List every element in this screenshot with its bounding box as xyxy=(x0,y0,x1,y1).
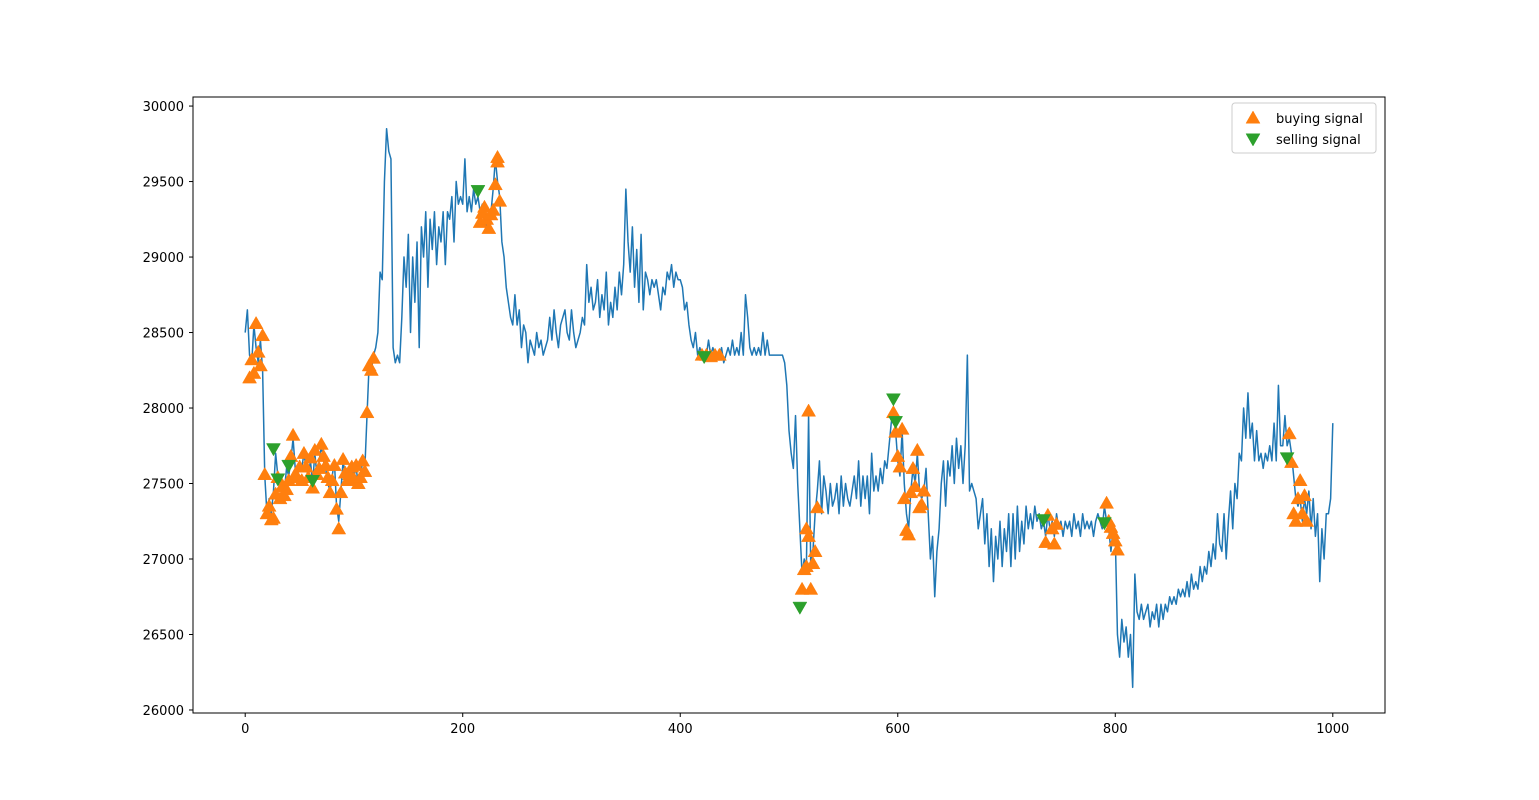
buying-signal-marker xyxy=(1281,426,1297,440)
buying-signal-marker xyxy=(303,450,318,464)
selling-signal-marker xyxy=(1279,452,1295,466)
buying-signal-marker xyxy=(809,500,825,514)
selling-signal-marker xyxy=(270,473,286,487)
buying-signal-marker xyxy=(329,501,344,515)
buying-signal-marker xyxy=(801,403,817,417)
selling-signal-marker xyxy=(470,185,486,199)
legend-label: selling signal xyxy=(1276,133,1361,148)
buying-signal-marker xyxy=(248,315,264,329)
buying-signal-marker xyxy=(890,448,906,462)
buying-signal-marker xyxy=(366,350,381,364)
y-tick-label: 27000 xyxy=(143,553,184,568)
buying-signal-marker xyxy=(1292,472,1308,486)
legend-buying-marker xyxy=(1245,110,1261,124)
selling-signal-marker xyxy=(888,416,904,430)
buying-signal-marker xyxy=(253,358,268,372)
y-tick-label: 27500 xyxy=(143,478,184,493)
buying-signal-marker xyxy=(333,485,349,499)
x-tick-label: 800 xyxy=(1103,722,1128,737)
buying-signal-marker xyxy=(324,472,340,486)
buying-signal-marker xyxy=(331,521,347,535)
buying-signal-marker xyxy=(1099,495,1115,509)
buying-signal-marker xyxy=(490,149,505,163)
selling-signal-marker xyxy=(266,443,281,457)
buying-signal-marker xyxy=(244,352,260,366)
buying-signal-marker xyxy=(279,482,294,496)
y-tick-label: 26500 xyxy=(143,628,184,643)
buying-signal-marker xyxy=(894,421,910,435)
buying-signal-marker xyxy=(487,177,503,191)
y-tick-label: 29000 xyxy=(143,251,184,266)
buying-signal-marker xyxy=(266,510,281,524)
buying-signal-marker xyxy=(916,483,932,497)
price-line xyxy=(244,127,1334,689)
buying-signal-marker xyxy=(798,559,814,573)
buying-signal-marker xyxy=(355,453,371,467)
selling-signal-marker xyxy=(696,351,712,365)
buying-signal-marker xyxy=(892,459,908,473)
buying-signal-marker xyxy=(711,347,727,361)
buying-signal-marker xyxy=(255,328,271,342)
selling-signal-marker xyxy=(305,474,321,488)
x-tick-label: 0 xyxy=(241,722,249,737)
buying-signal-marker xyxy=(246,365,262,379)
buying-signal-marker xyxy=(803,581,819,595)
buying-signal-marker xyxy=(322,485,338,499)
buying-signal-marker xyxy=(261,498,277,512)
axes-frame xyxy=(192,96,1386,714)
plot-area xyxy=(242,127,1334,689)
selling-signal-marker xyxy=(792,601,808,615)
y-tick-label: 28500 xyxy=(143,327,184,342)
buying-signal-marker xyxy=(485,202,501,216)
axes: 0 200 400 600 800 1000 26000 26500 27000 27500 280… xyxy=(143,96,1386,737)
buying-signal-marker xyxy=(335,451,351,465)
buying-signal-marker xyxy=(250,344,266,358)
buying-signal-marker xyxy=(909,442,925,456)
buying-signal-marker xyxy=(481,220,497,234)
x-tick-label: 200 xyxy=(450,722,475,737)
buying-signal-marker xyxy=(905,460,921,474)
buying-signal-marker xyxy=(1049,516,1064,530)
buying-signal-marker xyxy=(285,427,301,441)
buying-signal-marker xyxy=(313,436,329,450)
selling-signal-marker xyxy=(885,393,901,407)
buying-signal-marker xyxy=(1107,533,1123,547)
buying-signal-marker xyxy=(296,445,312,459)
y-tick-label: 26000 xyxy=(143,704,184,719)
buying-signal-marker xyxy=(477,199,492,213)
buying-signal-marker xyxy=(1046,536,1062,550)
buying-signal-marker xyxy=(298,459,314,473)
buying-signal-marker xyxy=(1110,542,1125,556)
buying-signal-marker xyxy=(907,479,923,493)
buying-signal-marker xyxy=(1299,513,1315,527)
x-tick-label: 1000 xyxy=(1316,722,1349,737)
buying-signal-marker xyxy=(801,528,817,542)
buying-signal-marker xyxy=(359,405,375,419)
selling-signal-marker xyxy=(1036,514,1051,528)
buying-signal-marker xyxy=(901,527,917,541)
buying-signal-marker xyxy=(807,543,823,557)
x-tick-label: 600 xyxy=(885,722,910,737)
legend-box xyxy=(1231,102,1377,154)
buying-signal-marker xyxy=(1297,488,1312,502)
y-tick-label: 29500 xyxy=(143,176,184,191)
legend-selling-marker xyxy=(1245,133,1261,147)
legend-label: buying signal xyxy=(1276,112,1363,127)
selling-signal-marker xyxy=(281,459,297,473)
buying-signal-marker xyxy=(1038,534,1054,548)
x-tick-label: 400 xyxy=(668,722,693,737)
buying-signal-marker xyxy=(914,497,930,511)
buying-signal-marker xyxy=(363,362,379,376)
selling-signal-marker xyxy=(1096,517,1112,531)
buying-signal-marker xyxy=(1288,513,1304,527)
buying-signal-marker xyxy=(492,193,508,207)
buying-signal-marker xyxy=(257,466,273,480)
y-tick-label: 30000 xyxy=(143,100,184,115)
legend: buying signal selling signal xyxy=(1231,102,1377,154)
buying-signal-marker xyxy=(357,463,373,477)
y-tick-label: 28000 xyxy=(143,402,184,417)
buying-signal-marker xyxy=(316,448,331,462)
